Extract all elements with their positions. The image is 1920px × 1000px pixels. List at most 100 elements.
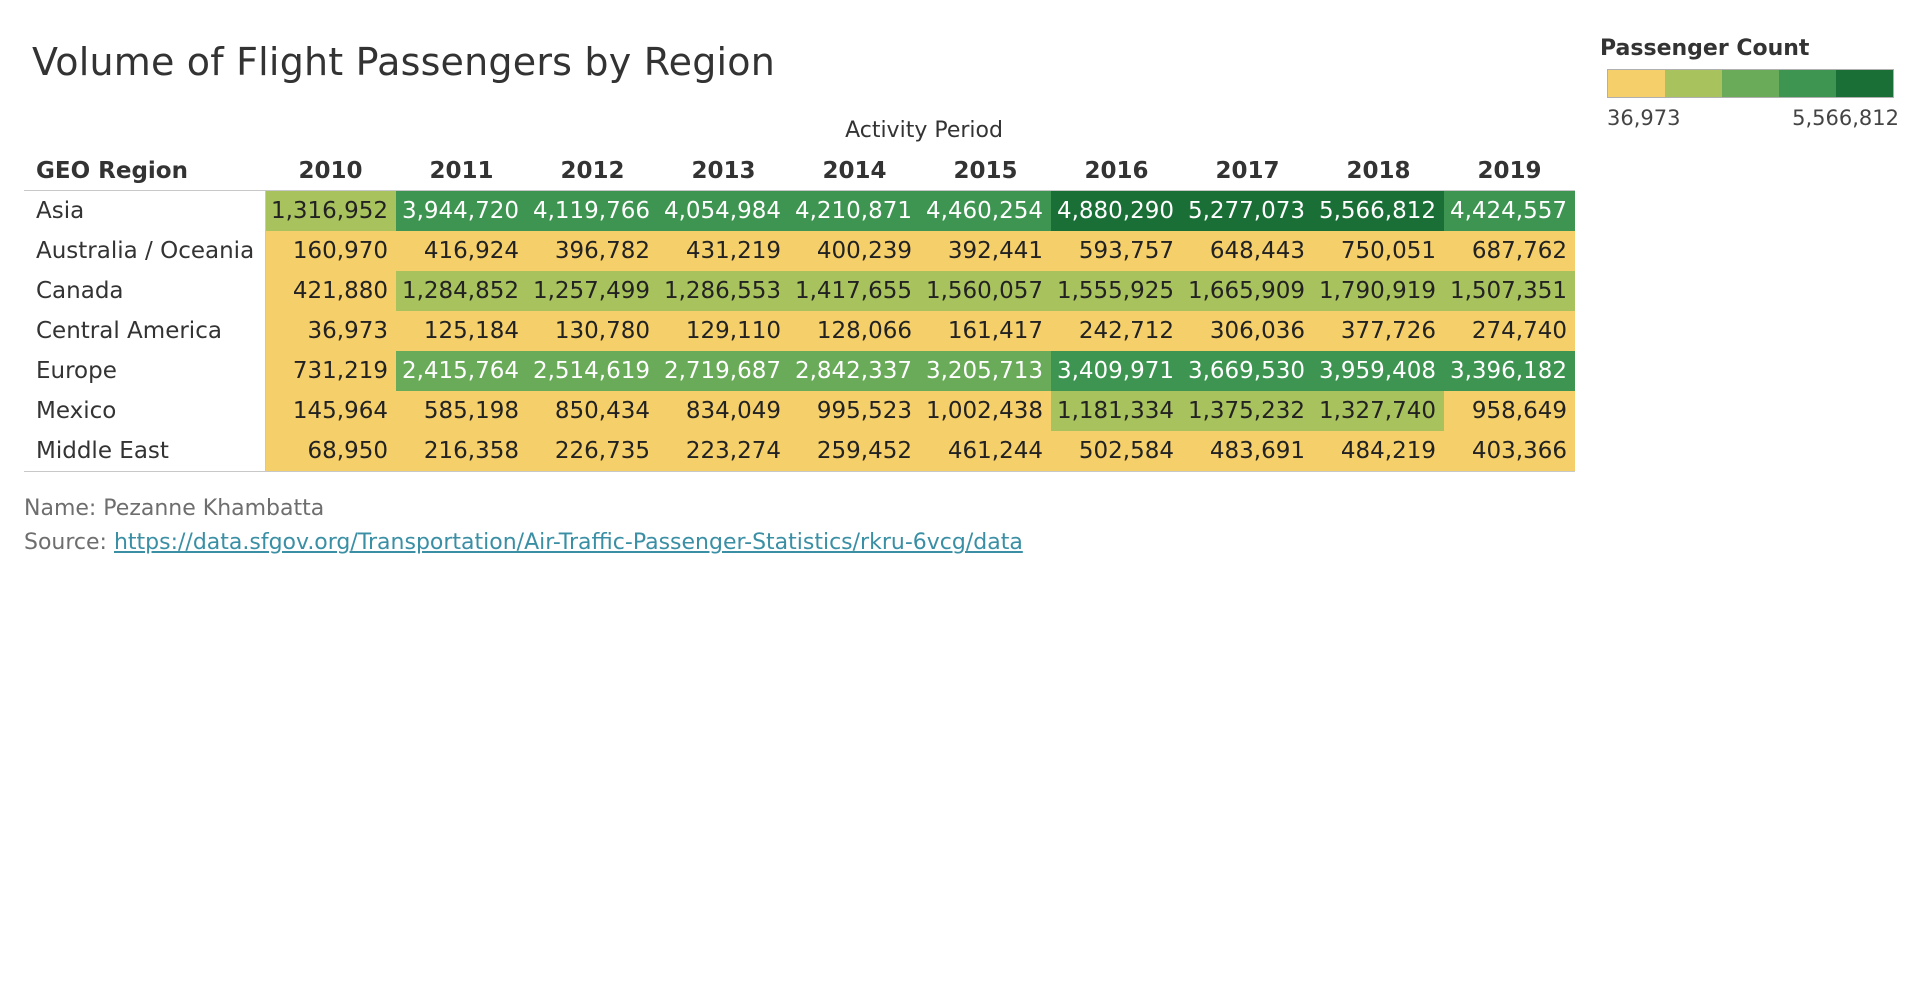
heat-cell[interactable]: 421,880 (265, 271, 396, 311)
heat-cell[interactable]: 274,740 (1444, 311, 1575, 351)
heat-cell[interactable]: 2,514,619 (527, 351, 658, 391)
heat-cell[interactable]: 3,396,182 (1444, 351, 1575, 391)
heatmap-table: GEO Region 2010 2011 2012 2013 2014 2015 2016 2… (24, 152, 1575, 472)
heat-cell[interactable]: 160,970 (265, 231, 396, 271)
heat-cell[interactable]: 4,054,984 (658, 190, 789, 231)
year-header-2014: 2014 (789, 152, 920, 191)
region-label: Central America (24, 311, 266, 351)
legend-swatch-0 (1608, 70, 1665, 97)
year-header-2018: 2018 (1313, 152, 1444, 191)
heat-cell[interactable]: 1,665,909 (1182, 271, 1313, 311)
row-header: GEO Region (24, 152, 265, 191)
heat-cell[interactable]: 403,366 (1444, 431, 1575, 472)
heat-cell[interactable]: 223,274 (658, 431, 789, 472)
heat-cell[interactable]: 377,726 (1313, 311, 1444, 351)
heat-cell[interactable]: 3,669,530 (1182, 351, 1313, 391)
heat-cell[interactable]: 259,452 (789, 431, 920, 472)
heat-cell[interactable]: 161,417 (920, 311, 1051, 351)
heat-cell[interactable]: 2,719,687 (658, 351, 789, 391)
heat-cell[interactable]: 3,959,408 (1313, 351, 1444, 391)
heat-cell[interactable]: 1,002,438 (920, 391, 1051, 431)
heat-cell[interactable]: 834,049 (658, 391, 789, 431)
year-header-2013: 2013 (658, 152, 789, 191)
heat-cell[interactable]: 1,284,852 (396, 271, 527, 311)
heat-cell[interactable]: 5,277,073 (1182, 190, 1313, 231)
legend-swatch-3 (1779, 70, 1836, 97)
year-header-2010: 2010 (265, 152, 396, 191)
heat-cell[interactable]: 483,691 (1182, 431, 1313, 472)
table-row: Asia 1,316,952 3,944,720 4,119,766 4,054,984… (24, 190, 1575, 231)
source-link[interactable]: https://data.sfgov.org/Transportation/Ai… (113, 530, 1023, 555)
heat-cell[interactable]: 4,880,290 (1051, 190, 1182, 231)
heat-cell[interactable]: 1,257,499 (527, 271, 658, 311)
heat-cell[interactable]: 3,205,713 (920, 351, 1051, 391)
table-row: Australia / Oceania 160,970 416,924 396,782… (24, 231, 1575, 271)
heat-cell[interactable]: 400,239 (789, 231, 920, 271)
heat-cell[interactable]: 128,066 (789, 311, 920, 351)
header-row: GEO Region 2010 2011 2012 2013 2014 2015 2016 2… (24, 152, 1575, 191)
heat-cell[interactable]: 1,555,925 (1051, 271, 1182, 311)
heat-cell[interactable]: 461,244 (920, 431, 1051, 472)
heat-cell[interactable]: 129,110 (658, 311, 789, 351)
heat-cell[interactable]: 502,584 (1051, 431, 1182, 472)
heat-cell[interactable]: 130,780 (527, 311, 658, 351)
heat-cell[interactable]: 216,358 (396, 431, 527, 472)
heat-cell[interactable]: 1,316,952 (265, 190, 396, 231)
heat-cell[interactable]: 585,198 (396, 391, 527, 431)
year-header-2017: 2017 (1182, 152, 1313, 191)
heat-cell[interactable]: 3,409,971 (1051, 351, 1182, 391)
footer: Name: Pezanne Khambatta Source: https://… (24, 492, 1023, 560)
heat-cell[interactable]: 958,649 (1444, 391, 1575, 431)
region-label: Canada (24, 271, 266, 311)
heat-cell[interactable]: 145,964 (265, 391, 396, 431)
legend-title: Passenger Count (1600, 36, 1810, 61)
source-label: Source: (24, 530, 114, 555)
column-group-label: Activity Period (845, 118, 1003, 143)
heat-cell[interactable]: 36,973 (265, 311, 396, 351)
heat-cell[interactable]: 306,036 (1182, 311, 1313, 351)
heat-cell[interactable]: 2,842,337 (789, 351, 920, 391)
heat-cell[interactable]: 484,219 (1313, 431, 1444, 472)
heat-cell[interactable]: 431,219 (658, 231, 789, 271)
legend-min-label: 36,973 (1607, 106, 1681, 130)
legend-swatch-4 (1836, 70, 1893, 97)
heat-cell[interactable]: 392,441 (920, 231, 1051, 271)
heat-cell[interactable]: 4,210,871 (789, 190, 920, 231)
heat-cell[interactable]: 125,184 (396, 311, 527, 351)
heat-cell[interactable]: 4,424,557 (1444, 190, 1575, 231)
heat-cell[interactable]: 850,434 (527, 391, 658, 431)
region-label: Middle East (24, 431, 266, 472)
table-row: Canada 421,880 1,284,852 1,257,499 1,286,553… (24, 271, 1575, 311)
region-label: Australia / Oceania (24, 231, 266, 271)
heat-cell[interactable]: 5,566,812 (1313, 190, 1444, 231)
year-header-2016: 2016 (1051, 152, 1182, 191)
heat-cell[interactable]: 3,944,720 (396, 190, 527, 231)
heat-cell[interactable]: 1,507,351 (1444, 271, 1575, 311)
heat-cell[interactable]: 1,375,232 (1182, 391, 1313, 431)
author-name: Name: Pezanne Khambatta (24, 496, 325, 521)
region-label: Mexico (24, 391, 266, 431)
heat-cell[interactable]: 1,790,919 (1313, 271, 1444, 311)
heat-cell[interactable]: 995,523 (789, 391, 920, 431)
heat-cell[interactable]: 648,443 (1182, 231, 1313, 271)
heat-cell[interactable]: 1,417,655 (789, 271, 920, 311)
heat-cell[interactable]: 593,757 (1051, 231, 1182, 271)
year-header-2011: 2011 (396, 152, 527, 191)
year-header-2019: 2019 (1444, 152, 1575, 191)
heat-cell[interactable]: 4,460,254 (920, 190, 1051, 231)
heat-cell[interactable]: 1,327,740 (1313, 391, 1444, 431)
heat-cell[interactable]: 242,712 (1051, 311, 1182, 351)
heat-cell[interactable]: 750,051 (1313, 231, 1444, 271)
heat-cell[interactable]: 68,950 (265, 431, 396, 472)
heat-cell[interactable]: 4,119,766 (527, 190, 658, 231)
heat-cell[interactable]: 396,782 (527, 231, 658, 271)
heat-cell[interactable]: 1,181,334 (1051, 391, 1182, 431)
year-header-2012: 2012 (527, 152, 658, 191)
heat-cell[interactable]: 2,415,764 (396, 351, 527, 391)
heat-cell[interactable]: 687,762 (1444, 231, 1575, 271)
heat-cell[interactable]: 226,735 (527, 431, 658, 472)
heat-cell[interactable]: 416,924 (396, 231, 527, 271)
heat-cell[interactable]: 731,219 (265, 351, 396, 391)
heat-cell[interactable]: 1,560,057 (920, 271, 1051, 311)
heat-cell[interactable]: 1,286,553 (658, 271, 789, 311)
